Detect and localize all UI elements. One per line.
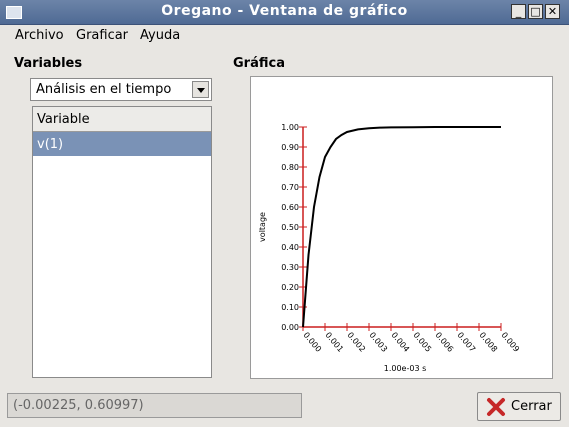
x-tick-label: 0.005: [411, 331, 433, 354]
y-tick-label: 0.90: [281, 143, 299, 152]
analysis-select[interactable]: Análisis en el tiempo: [30, 78, 212, 101]
menu-bar: Archivo Graficar Ayuda: [0, 25, 569, 47]
x-tick-label: 0.001: [323, 331, 345, 354]
title-bar: Oregano - Ventana de gráfico _ □ ✕: [0, 0, 569, 25]
minimize-icon[interactable]: _: [511, 4, 526, 19]
y-tick-label: 0.80: [281, 163, 299, 172]
y-tick-label: 1.00: [281, 123, 299, 132]
list-item[interactable]: v(1): [33, 132, 211, 156]
coords-text: (-0.00225, 0.60997): [13, 398, 144, 413]
voltage-chart: 0.00 0.10 0.20 0.30 0.40 0.50 0.60 0.70 0.80 0.90…: [258, 123, 521, 373]
y-tick-label: 0.30: [281, 263, 299, 272]
menu-graficar[interactable]: Graficar: [76, 28, 129, 43]
window-menu-icon[interactable]: [6, 6, 22, 19]
y-tick-label: 0.10: [281, 303, 299, 312]
close-button-label: Cerrar: [511, 399, 552, 414]
x-tick-label: 0.007: [455, 331, 477, 354]
variables-title: Variables: [14, 56, 83, 71]
y-tick-label: 0.60: [281, 203, 299, 212]
y-tick-label: 0.00: [281, 323, 299, 332]
maximize-icon[interactable]: □: [528, 4, 543, 19]
x-tick-label: 0.008: [477, 331, 499, 354]
x-tick-label: 0.006: [433, 331, 455, 354]
analysis-select-value: Análisis en el tiempo: [36, 82, 172, 97]
menu-ayuda[interactable]: Ayuda: [140, 28, 181, 43]
variables-list[interactable]: Variable v(1): [32, 106, 212, 378]
x-tick-label: 0.009: [499, 331, 521, 354]
x-tick-label: 0.002: [345, 331, 367, 354]
y-axis-label: voltage: [258, 212, 267, 242]
coords-readout: (-0.00225, 0.60997): [7, 393, 302, 418]
plot-area[interactable]: 0.00 0.10 0.20 0.30 0.40 0.50 0.60 0.70 0.80 0.90…: [250, 76, 553, 379]
y-tick-label: 0.20: [281, 283, 299, 292]
list-item-label: v(1): [37, 137, 64, 152]
chevron-down-icon[interactable]: [192, 81, 209, 98]
list-header[interactable]: Variable: [33, 107, 211, 132]
close-x-icon: [487, 398, 505, 416]
list-header-label: Variable: [37, 112, 90, 127]
menu-archivo[interactable]: Archivo: [15, 28, 64, 43]
series-line: [302, 126, 501, 328]
chart-title: Gráfica: [233, 56, 285, 71]
window-title: Oregano - Ventana de gráfico: [161, 3, 408, 19]
y-tick-label: 0.70: [281, 183, 299, 192]
x-tick-label: 0.000: [301, 331, 323, 354]
y-tick-label: 0.40: [281, 243, 299, 252]
close-window-icon[interactable]: ✕: [545, 4, 560, 19]
close-button[interactable]: Cerrar: [477, 392, 561, 421]
x-axis-label: 1.00e-03 s: [384, 364, 427, 373]
x-tick-label: 0.004: [389, 331, 411, 354]
y-tick-label: 0.50: [281, 223, 299, 232]
x-tick-label: 0.003: [367, 331, 389, 354]
